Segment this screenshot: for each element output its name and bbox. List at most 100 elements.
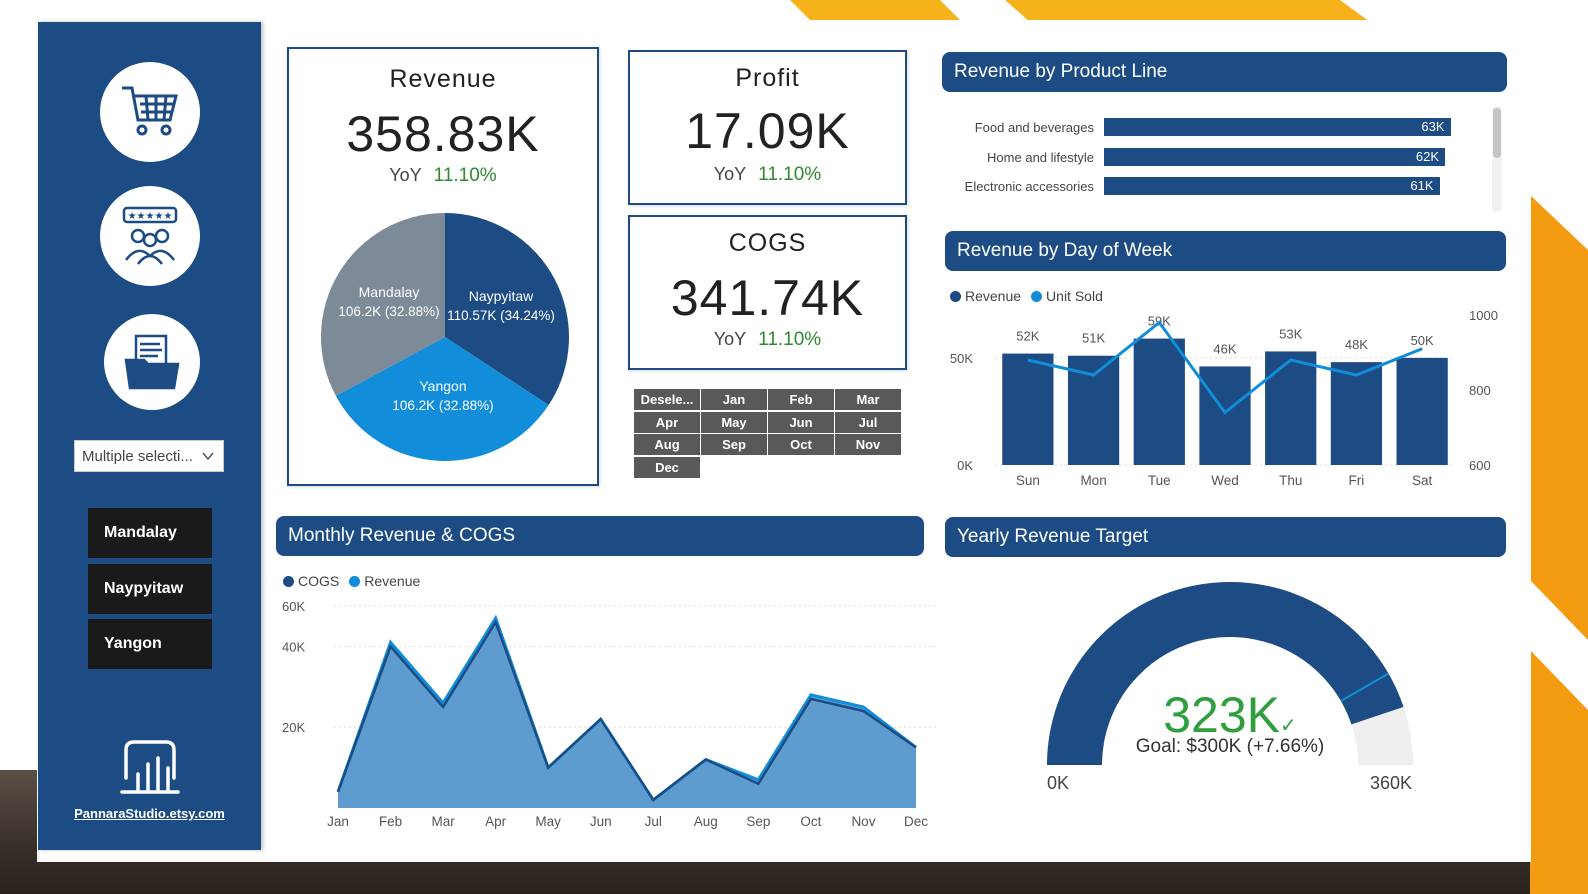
city-label: Mandalay (104, 524, 177, 541)
product-line-label: Food and beverages (974, 120, 1094, 135)
x-tick-label: Aug (694, 814, 718, 829)
month-button[interactable]: Sep (701, 434, 767, 455)
product-line-bar[interactable] (1104, 118, 1451, 136)
month-button[interactable]: Nov (835, 434, 901, 455)
product-line-bar[interactable] (1104, 177, 1440, 195)
monthly-area-chart: 20K 40K 60K Jan Feb Mar Apr May Jun Jul Aug Sep Oct N… (282, 599, 936, 829)
nav-documents-button[interactable] (104, 314, 200, 410)
month-button[interactable]: Apr (634, 411, 700, 433)
product-line-scrollbar[interactable] (1492, 106, 1502, 212)
revenue-bar-fri[interactable] (1330, 362, 1383, 465)
product-line-chart: Food and beverages 63K Home and lifestyle 6… (942, 100, 1502, 210)
product-line-label: Electronic accessories (964, 179, 1094, 194)
product-line-bar[interactable] (1104, 147, 1445, 166)
yoy-label: YoY (713, 329, 747, 349)
profit-title: Profit (735, 64, 800, 92)
y-tick-label: 20K (282, 720, 305, 735)
site-link[interactable]: PannaraStudio.etsy.com (74, 806, 225, 821)
nav-cart-button[interactable] (100, 62, 200, 162)
city-label: Yangon (104, 635, 162, 652)
gauge-value-arc[interactable] (1047, 581, 1404, 765)
gauge-goal: Goal: $300K (+7.66%) (1135, 736, 1325, 757)
bar-data-label: 46K (1213, 341, 1236, 356)
x-tick-label: Tue (1148, 473, 1171, 488)
nav-reviews-button[interactable]: ★★★★★ (100, 186, 200, 286)
legend-label: Unit Sold (1046, 288, 1103, 304)
chevron-down-icon (202, 452, 214, 461)
legend-label: COGS (298, 573, 340, 589)
product-line-value: 63K (1421, 119, 1445, 134)
x-tick-label: Mar (431, 814, 455, 829)
revenue-yoy: YoY 11.10% (289, 165, 597, 187)
month-button[interactable]: Jul (835, 411, 901, 433)
gauge-header: Yearly Revenue Target (945, 517, 1506, 557)
month-button[interactable]: May (701, 411, 767, 433)
legend-dot (1031, 290, 1043, 302)
month-button[interactable]: Jan (701, 389, 767, 410)
x-tick-label: Nov (851, 814, 875, 829)
city-dropdown[interactable]: Multiple selecti... (74, 440, 224, 472)
city-button-naypyitaw[interactable]: Naypyitaw (88, 564, 212, 614)
x-tick-label: Dec (904, 814, 928, 829)
panel-title: Revenue by Product Line (954, 61, 1168, 82)
city-button-mandalay[interactable]: Mandalay (88, 508, 212, 558)
pie-slice-yangon[interactable] (335, 337, 549, 461)
month-button[interactable]: Oct (768, 434, 834, 455)
x-tick-label: Sat (1412, 473, 1433, 488)
x-tick-label: Oct (800, 814, 821, 829)
gauge-value-wrap: 323K✓ (1130, 686, 1330, 744)
legend-dot (950, 290, 961, 302)
checkmark-icon: ✓ (1280, 715, 1297, 737)
revenue-bar-sat[interactable] (1396, 357, 1448, 465)
revenue-bar-thu[interactable] (1265, 351, 1317, 465)
revenue-value: 358.83K (346, 106, 540, 162)
cogs-yoy: YoY 11.10% (630, 329, 905, 351)
x-tick-label: Jun (590, 814, 612, 829)
month-button[interactable]: Feb (768, 389, 834, 410)
pie-label-name: Yangon (419, 378, 466, 394)
city-button-yangon[interactable]: Yangon (88, 619, 212, 669)
product-line-label: Home and lifestyle (987, 149, 1094, 165)
revenue-bar-wed[interactable] (1199, 366, 1251, 465)
month-button[interactable]: Mar (835, 389, 901, 410)
y-tick-label: 40K (282, 639, 305, 654)
cogs-line[interactable] (336, 619, 917, 802)
gauge-value: 323K (1163, 687, 1280, 743)
profit-card: Profit 17.09K YoY 11.10% (628, 50, 907, 205)
bar-data-label: 50K (1411, 333, 1434, 348)
y-tick-label: 0K (957, 458, 973, 473)
svg-text:★★★★★: ★★★★★ (128, 211, 173, 222)
dropdown-value: Multiple selecti... (82, 447, 193, 465)
x-tick-label: Jul (645, 814, 662, 829)
month-button[interactable]: Desele... (634, 389, 700, 410)
pie-label-value: 106.2K (32.88%) (392, 398, 493, 413)
pie-slice-naypyitaw[interactable] (445, 213, 569, 406)
x-tick-label: May (535, 814, 561, 829)
decor-right-orange (1530, 195, 1588, 894)
product-line-header: Revenue by Product Line (942, 52, 1507, 92)
bar-data-label: 52K (1016, 329, 1039, 344)
shopping-cart-icon (122, 86, 178, 136)
customer-reviews-icon: ★★★★★ (122, 206, 178, 265)
revenue-bar-sun[interactable] (1002, 353, 1054, 465)
yoy-value: 11.10% (433, 165, 497, 186)
revenue-title: Revenue (389, 65, 497, 93)
y2-tick-label: 1000 (1469, 308, 1498, 323)
pie-slice-mandalay[interactable] (321, 213, 445, 396)
y-tick-label: 50K (950, 351, 973, 366)
product-line-scroll-thumb[interactable] (1493, 108, 1501, 158)
month-button[interactable]: Aug (634, 434, 700, 455)
product-line-value: 61K (1410, 178, 1434, 193)
panel-title: Yearly Revenue Target (957, 526, 1149, 547)
revenue-bar-tue[interactable] (1133, 338, 1185, 465)
gauge-min: 0K (1047, 773, 1070, 793)
bar-data-label: 51K (1082, 331, 1105, 346)
month-button[interactable]: Dec (634, 456, 700, 478)
unit-sold-line[interactable] (1027, 320, 1423, 415)
decor-top-stripes (790, 0, 1370, 22)
day-of-week-header: Revenue by Day of Week (945, 231, 1506, 271)
sidebar: ★★★★★ Multiple selecti... Mandalay Naypy… (38, 22, 261, 850)
yoy-value: 11.10% (758, 164, 822, 185)
month-button[interactable]: Jun (768, 411, 834, 433)
y2-tick-label: 800 (1469, 383, 1491, 398)
